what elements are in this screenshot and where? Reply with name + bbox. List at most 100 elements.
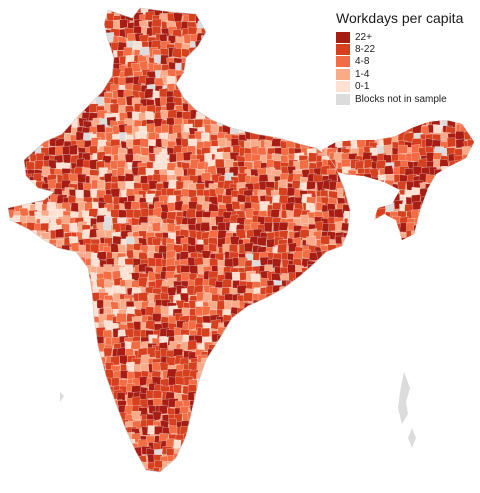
map-cell (231, 463, 240, 472)
map-cell (214, 61, 225, 72)
map-cell (253, 323, 264, 332)
map-cell (446, 447, 457, 458)
map-cell (350, 273, 360, 282)
map-cell (372, 405, 382, 414)
map-cell (449, 321, 460, 331)
map-cell (277, 439, 287, 449)
map-cell (63, 28, 72, 38)
map-cell (29, 49, 39, 60)
map-cell (69, 445, 80, 457)
map-cell (400, 431, 410, 441)
map-cell (8, 69, 9, 79)
map-cell (365, 321, 375, 333)
map-cell (309, 308, 320, 318)
map-cell (245, 455, 255, 466)
map-cell (468, 243, 474, 253)
map-cell (266, 403, 278, 415)
map-cell (253, 8, 262, 11)
map-cell (244, 110, 254, 121)
map-cell (272, 75, 282, 86)
map-cell (27, 120, 37, 130)
map-cell (0, 266, 7, 274)
map-cell (215, 364, 226, 374)
map-cell (476, 202, 480, 211)
map-cell (279, 40, 289, 50)
map-cell (306, 362, 316, 372)
map-cell (291, 43, 301, 53)
map-cell (5, 476, 14, 484)
map-cell (431, 405, 441, 416)
map-cell (273, 413, 284, 424)
map-cell (432, 292, 443, 302)
map-cell (461, 221, 471, 232)
map-cell (251, 64, 260, 74)
map-cell (123, 8, 134, 15)
map-cell (327, 425, 337, 434)
map-cell (82, 62, 92, 72)
map-cell (11, 294, 22, 304)
map-cell (470, 173, 474, 185)
map-cell (40, 333, 51, 344)
map-cell (411, 279, 423, 291)
map-cell (20, 96, 31, 106)
map-cell (25, 22, 36, 32)
map-cell (22, 484, 31, 493)
map-cell (389, 112, 400, 123)
map-cell (419, 187, 430, 198)
map-cell (281, 62, 291, 73)
map-cell (435, 334, 445, 345)
map-cell (88, 208, 99, 218)
map-cell (456, 238, 467, 248)
map-cell (344, 126, 355, 135)
map-cell (354, 448, 365, 458)
map-cell (267, 8, 277, 15)
map-cell (411, 362, 422, 372)
map-cell (462, 424, 473, 435)
map-cell (19, 146, 29, 157)
map-cell (341, 237, 351, 247)
map-cell (446, 362, 456, 372)
map-cell (266, 98, 277, 109)
map-cell (307, 370, 318, 380)
map-cell (56, 306, 67, 316)
map-cell (369, 477, 378, 487)
map-cell (442, 266, 452, 277)
map-cell (14, 182, 25, 193)
map-cell (299, 484, 307, 492)
map-cell (361, 314, 372, 325)
map-cell (357, 203, 368, 213)
map-cell (434, 306, 445, 316)
map-cell (252, 347, 262, 358)
map-cell (397, 119, 407, 131)
map-cell (251, 109, 262, 119)
map-cell (110, 483, 119, 492)
map-cell (341, 8, 351, 10)
map-cell (433, 348, 443, 359)
map-cell (96, 389, 107, 401)
map-cell (393, 481, 401, 490)
map-cell (278, 377, 289, 386)
map-cell (382, 313, 393, 323)
map-cell (41, 393, 52, 403)
map-cell (382, 321, 393, 332)
map-cell (97, 406, 108, 417)
map-cell (84, 427, 95, 437)
map-cell (49, 412, 60, 422)
map-cell (98, 441, 110, 451)
map-cell (476, 463, 480, 472)
map-cell (372, 251, 382, 261)
map-cell (292, 109, 302, 121)
map-cell (62, 406, 72, 417)
map-cell (56, 41, 67, 52)
map-cell (21, 383, 31, 394)
map-cell (428, 327, 438, 338)
map-cell (309, 322, 319, 333)
map-cell (272, 344, 282, 355)
map-cell (342, 385, 353, 395)
map-cell (84, 307, 95, 317)
map-cell (368, 105, 379, 114)
map-cell (75, 361, 86, 372)
map-cell (333, 362, 345, 371)
map-cell (236, 61, 246, 71)
map-cell (236, 413, 246, 424)
